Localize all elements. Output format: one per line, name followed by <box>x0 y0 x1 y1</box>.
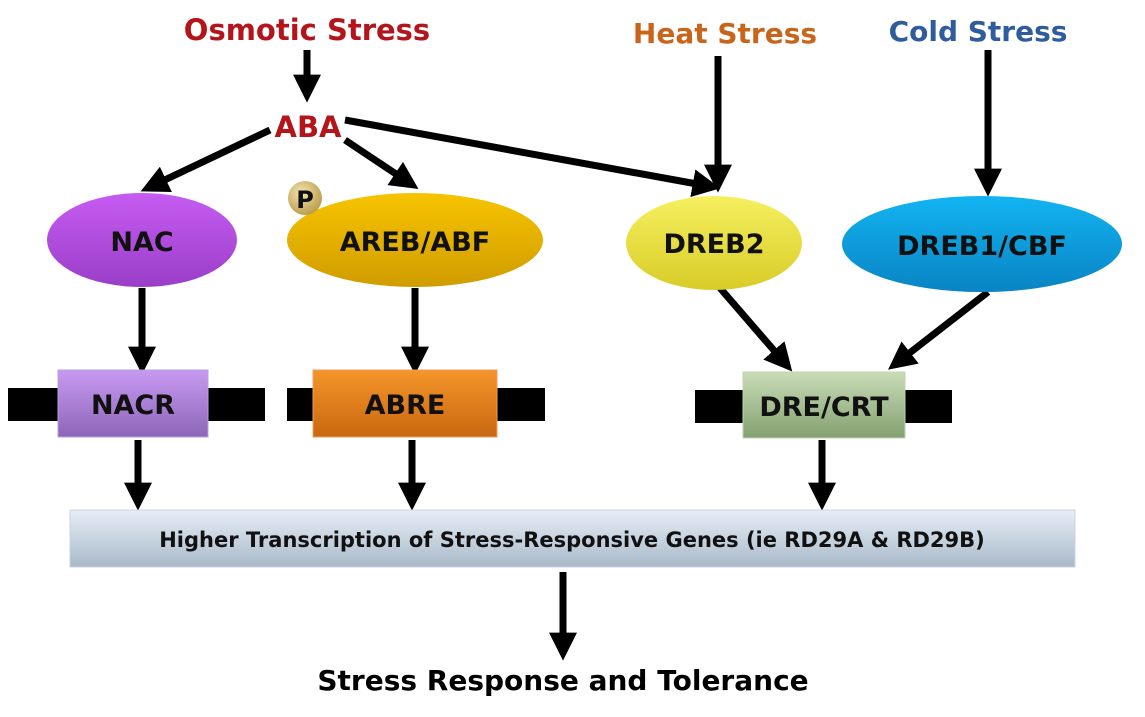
tf-dreb2: DREB2 <box>626 196 802 290</box>
tf-dreb1-cbf-label: DREB1/CBF <box>897 231 1067 262</box>
genes-box-label: Higher Transcription of Stress-Responsiv… <box>159 528 985 552</box>
arrow-aba-to-dreb2 <box>344 116 721 198</box>
osmotic-stress-label: Osmotic Stress <box>184 13 430 47</box>
phosphate-badge-label: P <box>296 186 314 214</box>
aba-label: ABA <box>275 110 343 144</box>
element-dre-crt: DRE/CRT <box>695 371 952 439</box>
arrow-aba-to-nac <box>140 126 272 193</box>
genes-box: Higher Transcription of Stress-Responsiv… <box>69 509 1076 568</box>
tf-nac: NAC <box>47 193 237 287</box>
heat-stress-label: Heat Stress <box>633 17 817 50</box>
arrow-dreb2-to-dre <box>717 285 793 372</box>
element-nacr-label: NACR <box>91 390 175 421</box>
tf-areb-abf-label: AREB/ABF <box>340 227 491 258</box>
element-abre: ABRE <box>287 369 545 438</box>
phosphate-badge <box>288 181 322 215</box>
tf-dreb1-cbf: DREB1/CBF <box>842 196 1122 292</box>
arrow-aba-to-areb <box>343 137 419 189</box>
element-nacr: NACR <box>8 369 265 438</box>
arrow-dreb1-to-dre <box>888 289 991 370</box>
tf-nac-label: NAC <box>110 227 173 258</box>
outcome-label: Stress Response and Tolerance <box>317 664 808 697</box>
element-abre-label: ABRE <box>365 390 446 421</box>
element-dre-crt-label: DRE/CRT <box>759 392 889 423</box>
tf-areb-abf: AREB/ABF P <box>287 181 543 287</box>
tf-dreb2-label: DREB2 <box>663 229 764 260</box>
cold-stress-label: Cold Stress <box>889 15 1068 48</box>
